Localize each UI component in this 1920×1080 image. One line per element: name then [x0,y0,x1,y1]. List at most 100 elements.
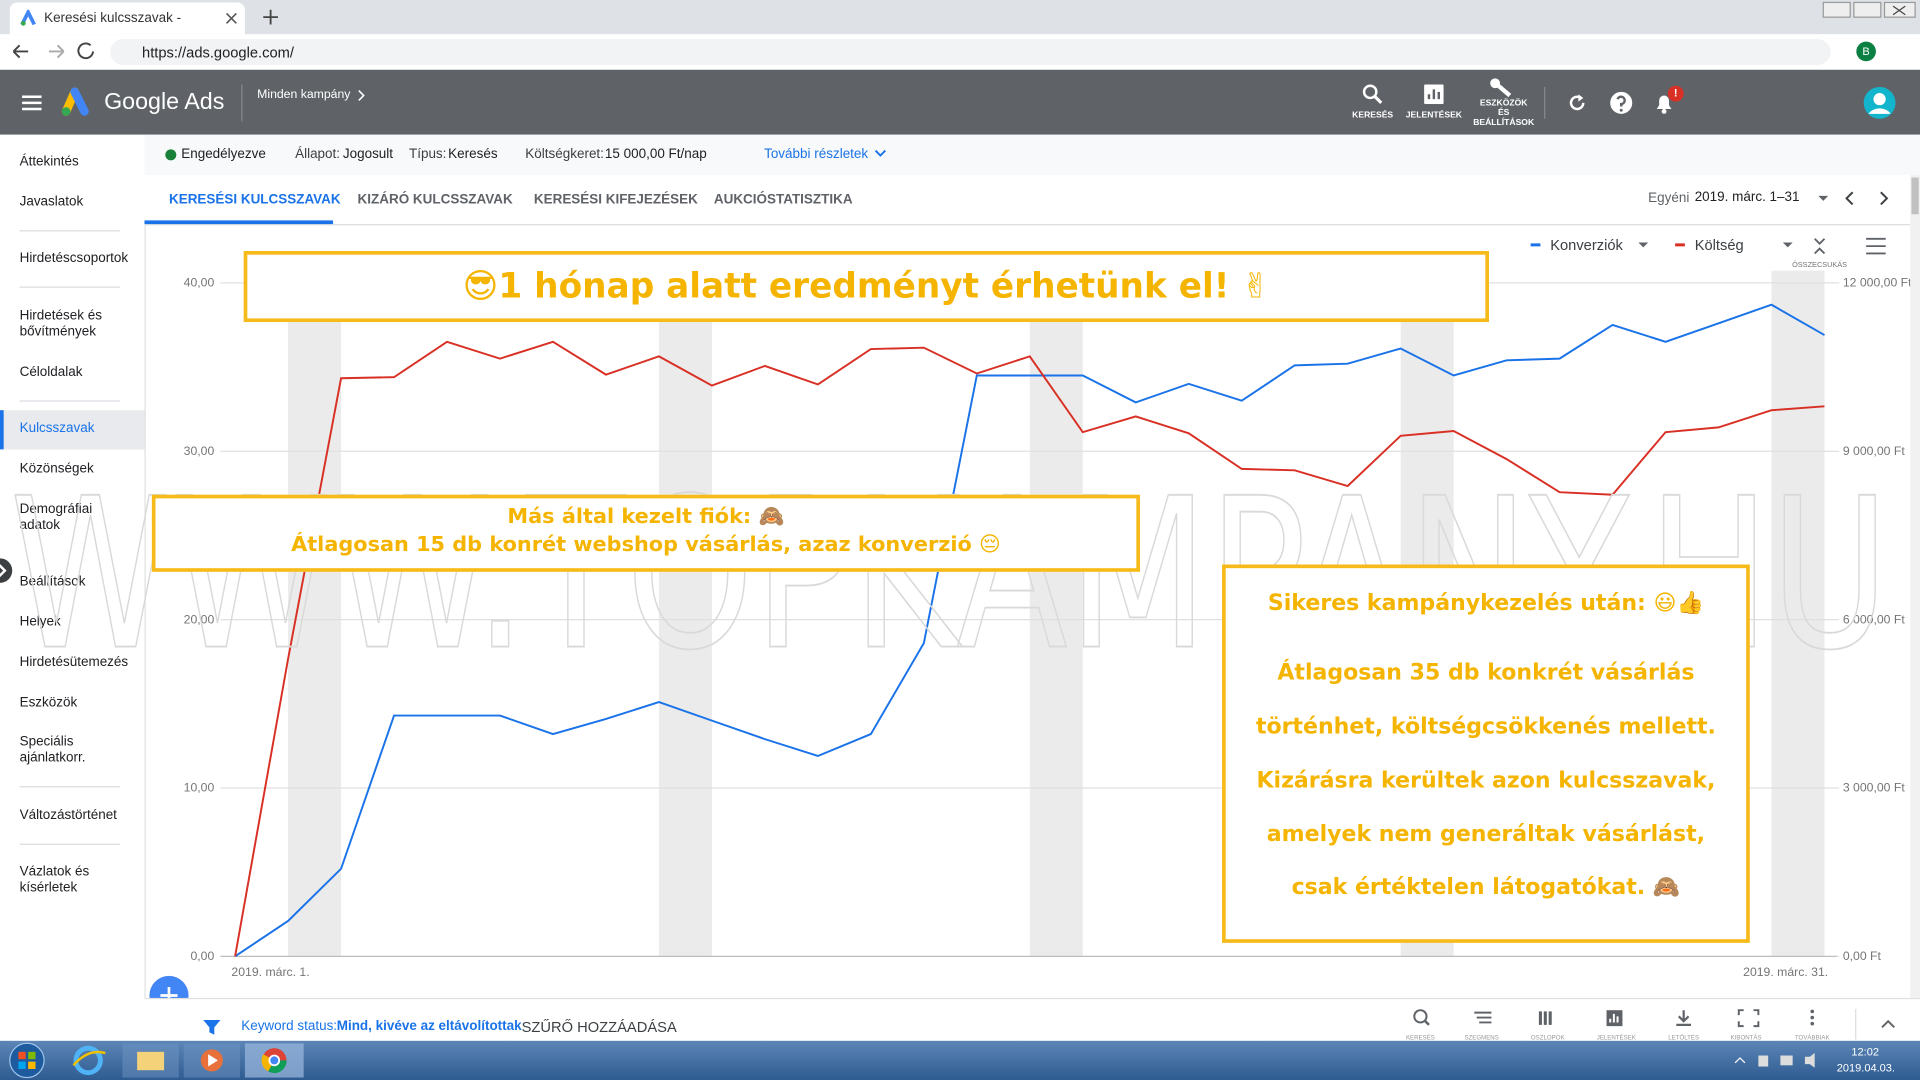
collapse-table[interactable] [1881,1019,1896,1029]
y-tick-label: 30,00 [184,444,215,458]
url-field[interactable]: https://ads.google.com/ [110,39,1831,65]
x-tick-label: 2019. márc. 1. [231,965,309,979]
nav-item[interactable]: Céloldalak [19,364,83,380]
nav-active-bg [0,410,145,450]
add-filter[interactable]: SZŰRŐ HOZZÁADÁSA [521,1018,677,1036]
after-line: Sikeres kampánykezelés után: 😃👍 [1267,590,1704,616]
date-controls[interactable] [1816,190,1889,207]
nav-item-active[interactable]: Kulcsszavak [19,421,95,436]
taskbar: 12:02 2019.04.03. [0,1040,1920,1080]
help-icon[interactable] [1609,91,1633,115]
legend-label: Konverziók [1550,238,1623,254]
tab-active[interactable]: KERESÉSI KULCSSZAVAK [168,192,341,207]
notification-badge: ! [1667,85,1684,102]
new-tab[interactable] [262,9,279,26]
y2-tick-label: 9 000,00 Ft [1843,444,1905,458]
menu-icon[interactable] [22,94,42,111]
nav-item[interactable]: Javaslatok [19,194,84,210]
nav-item[interactable]: Áttekintés [19,154,79,169]
reports-icon[interactable] [1424,84,1444,105]
scroll-thumb[interactable] [1911,177,1919,215]
status-state[interactable]: Engedélyezve [181,146,266,162]
nav-item[interactable]: Hirdetések és bővítmények [19,308,102,340]
y-tick-label: 40,00 [184,276,215,290]
tool-label: LETÖLTÉS [1668,1034,1700,1043]
tray-icons[interactable] [1731,1052,1829,1069]
nav-item[interactable]: Helyek [19,614,61,630]
tool-divider [1855,1008,1857,1040]
browser-tab[interactable]: Keresési kulcsszavak - [9,2,245,35]
legend-dropdown [1638,242,1649,248]
legend-label: Költség [1695,238,1744,254]
nav-item[interactable]: Beállítások [19,574,86,589]
tab-title: Keresési kulcsszavak - [44,11,182,26]
status-label: Állapot: [295,146,341,162]
start-button[interactable] [6,1042,48,1079]
sidebar: Áttekintés Javaslatok Hirdetéscsoportok … [0,134,146,1041]
status-row: Engedélyezve Állapot: Jogosult Típus: Ke… [144,134,1920,176]
scrollbar[interactable] [1910,175,1920,1041]
after-line: Kizárásra kerültek azon kulcsszavak, [1256,767,1716,794]
nav-item[interactable]: Közönségek [19,461,94,477]
nav-divider [19,400,121,402]
details-link[interactable]: További részletek [764,146,869,162]
tab-favicon [20,9,36,26]
header-divider [1544,86,1546,119]
nav-item[interactable]: Hirdetéscsoportok [19,251,129,266]
breadcrumb[interactable]: Minden kampány [257,88,351,102]
nav-divider [19,786,121,788]
window-controls[interactable] [1822,1,1918,18]
after-box: Sikeres kampánykezelés után: 😃👍 Átlagosa… [1222,564,1750,943]
tab[interactable]: KERESÉSI KIFEJEZÉSEK [533,192,698,207]
account-avatar[interactable] [1862,86,1896,120]
y-tick-label: 20,00 [184,612,215,626]
date-label: Egyéni [1648,191,1690,206]
address-row: https://ads.google.com/ B [0,34,1920,72]
tab-indicator [144,220,334,225]
y2-tick-label: 6 000,00 Ft [1843,612,1905,626]
nav-item[interactable]: Hirdetésütemezés [19,655,129,670]
search-icon[interactable] [1362,83,1384,105]
sidebar-toggle[interactable] [0,557,17,584]
tab-close[interactable] [225,12,237,24]
status-value: Jogosult [342,146,394,162]
taskbar-apps[interactable] [61,1043,306,1078]
budget-value[interactable]: 15 000,00 Ft/nap [604,146,707,162]
nav-item[interactable]: Eszközök [19,695,78,711]
after-line: Átlagosan 35 db konkrét vásárlás [1277,660,1695,686]
clock-time: 12:02 [1851,1045,1880,1058]
tab[interactable]: KIZÁRÓ KULCSSZAVAK [357,192,513,207]
tool-label: KERESÉS [1405,1034,1435,1043]
tab[interactable]: AUKCIÓSTATISZTIKA [713,192,853,207]
before-line: Más által kezelt fiók: 🙈 [507,504,785,529]
collapse-label: ÖSSZECSUKÁS [1792,260,1847,269]
url-text: https://ads.google.com/ [142,44,294,62]
tool-label: SZEGMENS [1464,1034,1499,1043]
profile-avatar[interactable]: B [1856,41,1876,62]
nav-divider [19,230,121,232]
y2-tick-label: 0,00 Ft [1843,949,1882,963]
status-dot [165,149,177,161]
nav-item[interactable]: Vázlatok és kísérletek [19,864,90,896]
after-line: amelyek nem generáltak vásárlást, [1266,821,1706,848]
tool-label: OSZLOPOK [1530,1034,1565,1043]
date-range[interactable]: 2019. márc. 1–31 [1694,189,1800,205]
bell-icon[interactable] [1653,92,1675,114]
nav-item[interactable]: Változástörténet [19,808,117,823]
tools-icon[interactable] [1489,77,1513,99]
nav-buttons[interactable] [10,42,102,62]
breadcrumb-arrow [358,90,365,101]
tool-label: KIBONTÁS [1730,1034,1762,1043]
y-tick-label: 0,00 [190,949,214,963]
filter-value[interactable]: Mind, kivéve az eltávolítottak [336,1018,522,1034]
nav-item[interactable]: Speciális ajánlatkorr. [19,734,86,766]
headline-text: 😎1 hónap alatt eredményt érhetünk el! ✌ [462,265,1271,307]
table-tool-icons[interactable] [1406,1009,1822,1029]
nav-item[interactable]: Demográfiai adatok [19,502,93,533]
refresh-icon[interactable] [1567,93,1587,113]
y2-tick-label: 3 000,00 Ft [1843,781,1905,795]
browser-tab-bar: Keresési kulcsszavak - [0,0,1920,35]
filter-icon[interactable] [203,1019,221,1036]
after-line: történhet, költségcsökkenés mellett. [1255,713,1716,740]
clock-date: 2019.04.03. [1836,1061,1895,1074]
